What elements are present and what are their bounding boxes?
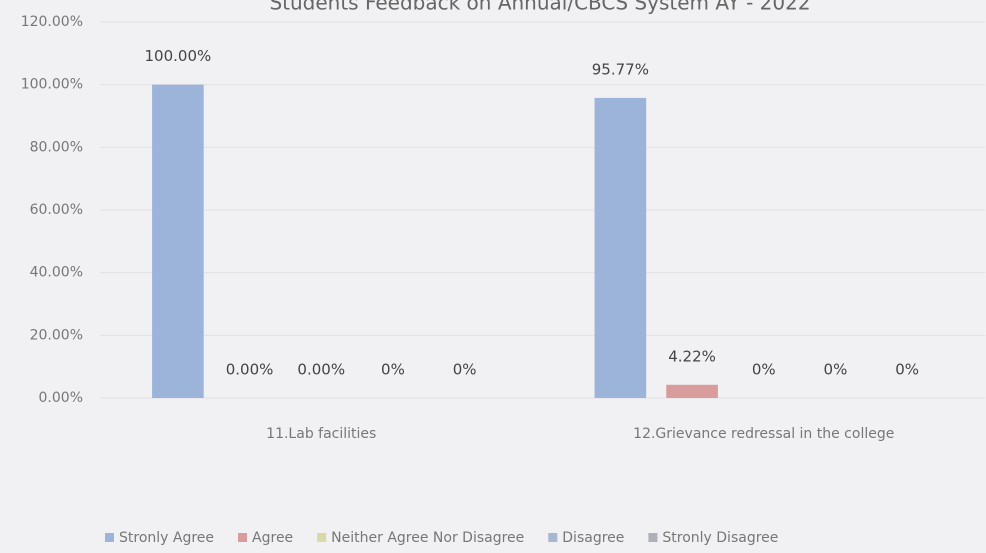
legend-label: Agree <box>252 530 293 546</box>
y-tick-label: 80.00% <box>30 139 83 155</box>
y-tick-label: 20.00% <box>30 327 83 343</box>
x-tick-label: 12.Grievance redressal in the college <box>633 426 894 442</box>
chart-title: Students Feedback on Annual/CBCS System … <box>269 0 810 15</box>
value-label: 4.22% <box>668 347 716 365</box>
bar <box>594 97 647 399</box>
x-tick-label: 11.Lab facilities <box>266 426 376 442</box>
value-label: 0% <box>824 361 848 379</box>
value-label: 0% <box>752 361 776 379</box>
y-tick-label: 120.00% <box>21 14 83 30</box>
bar <box>666 384 718 398</box>
y-tick-label: 40.00% <box>30 265 83 281</box>
legend-swatch <box>317 533 327 542</box>
legend-label: Disagree <box>562 530 624 546</box>
legend-label: Stronly Disagree <box>662 530 778 546</box>
y-tick-label: 100.00% <box>21 77 83 93</box>
y-tick-label: 60.00% <box>30 202 83 218</box>
bar <box>152 84 204 399</box>
value-label: 95.77% <box>592 60 649 78</box>
legend-swatch <box>548 533 558 542</box>
value-label: 0% <box>381 361 405 379</box>
value-label: 100.00% <box>145 47 212 65</box>
value-label: 0% <box>453 361 477 379</box>
legend-swatch <box>648 533 658 542</box>
value-label: 0.00% <box>297 361 345 379</box>
value-label: 0% <box>895 361 919 379</box>
value-label: 0.00% <box>226 361 274 379</box>
legend-label: Stronly Agree <box>119 530 214 546</box>
legend-label: Neither Agree Nor Disagree <box>331 530 524 546</box>
y-tick-label: 0.00% <box>39 390 83 406</box>
legend-swatch <box>105 533 114 542</box>
legend-swatch <box>238 533 248 542</box>
